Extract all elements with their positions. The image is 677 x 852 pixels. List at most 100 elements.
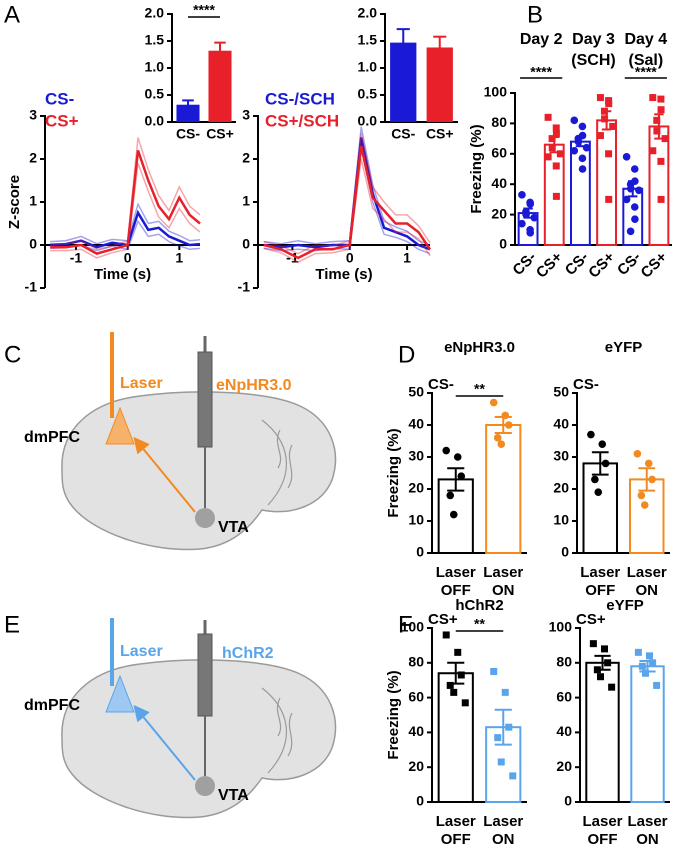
point — [497, 758, 505, 766]
x-tick-label: CS+ — [206, 126, 234, 142]
cerebellum — [261, 419, 293, 506]
laser-label: Laser — [120, 643, 163, 660]
point — [442, 631, 450, 639]
annotation: CS+ — [576, 611, 606, 628]
point — [548, 135, 556, 143]
y-tick-label: 40 — [408, 723, 424, 739]
point — [501, 411, 510, 420]
error-line — [263, 158, 431, 264]
point — [454, 648, 462, 656]
annotation: CS+ — [428, 611, 458, 628]
point — [490, 668, 498, 675]
point — [518, 191, 526, 199]
point — [494, 734, 502, 742]
y-axis-label: Freezing (%) — [385, 428, 402, 517]
point — [653, 681, 661, 689]
panel-label: B — [527, 1, 543, 28]
point — [657, 95, 665, 103]
y-tick-label: 3 — [29, 107, 37, 123]
group-label: Day 4 — [624, 31, 667, 48]
point — [548, 144, 556, 152]
point — [630, 203, 639, 211]
chart-title: eNpHR3.0 — [444, 339, 515, 356]
point — [631, 215, 639, 223]
y-tick-label: 30 — [553, 448, 569, 464]
point — [596, 132, 604, 140]
region-label: dmPFC — [24, 697, 80, 714]
point — [608, 683, 616, 691]
x-tick-label: CS- — [391, 126, 415, 142]
point — [598, 440, 607, 449]
point — [509, 772, 517, 780]
x-tick-label: CS+ — [533, 248, 566, 281]
y-axis-label: Freezing (%) — [385, 670, 402, 759]
y-tick-label: 20 — [556, 758, 572, 774]
point — [544, 113, 552, 121]
y-tick-label: 0 — [416, 544, 424, 560]
point — [453, 453, 462, 461]
line — [263, 137, 431, 251]
y-tick-label: 80 — [556, 654, 572, 670]
x-tick-label: CS- — [614, 249, 644, 279]
point — [638, 662, 646, 670]
significance: ** — [474, 381, 485, 397]
x-tick-label: -1 — [70, 250, 83, 266]
point — [596, 94, 604, 102]
x-tick-label: Laser — [483, 813, 523, 830]
point — [657, 195, 665, 203]
neuron — [105, 406, 135, 445]
y-tick-label: 100 — [484, 84, 508, 100]
panel-label: D — [398, 341, 415, 368]
point — [446, 491, 455, 500]
x-tick-label: ON — [636, 831, 659, 848]
y-tick-label: 0.5 — [358, 86, 378, 102]
x-axis-label: Time (s) — [94, 266, 151, 283]
y-tick-label: 0 — [242, 236, 250, 252]
point — [640, 501, 649, 509]
x-tick-label: 0 — [124, 250, 132, 266]
x-tick-label: CS+ — [426, 126, 454, 142]
line — [50, 149, 201, 255]
source-label: VTA — [218, 787, 249, 804]
construct-label: hChR2 — [222, 645, 274, 662]
laser-label: Laser — [120, 375, 163, 392]
x-tick-label: OFF — [441, 831, 471, 848]
panel-label: E — [4, 611, 20, 638]
legend-label: CS-/SCH — [265, 89, 335, 108]
point — [622, 195, 631, 204]
point — [601, 645, 608, 653]
x-tick-label: 1 — [175, 250, 183, 266]
y-tick-label: 20 — [408, 480, 424, 496]
y-tick-label: 100 — [401, 619, 425, 635]
point — [552, 124, 560, 132]
y-tick-label: 20 — [553, 480, 569, 496]
point — [626, 184, 635, 193]
legend-label: CS+/SCH — [265, 111, 339, 130]
bar — [208, 50, 232, 122]
x-tick-label: Laser — [627, 813, 667, 830]
error-line — [50, 137, 201, 251]
y-tick-label: 0 — [499, 236, 507, 252]
line — [50, 209, 201, 249]
point — [630, 165, 639, 173]
point — [635, 186, 643, 195]
source-label: VTA — [218, 519, 249, 536]
point — [605, 100, 613, 108]
x-tick-label: CS+ — [638, 248, 671, 281]
x-tick-label: Laser — [436, 564, 476, 581]
y-tick-label: 0 — [561, 544, 569, 560]
y-tick-label: 0.0 — [358, 113, 378, 129]
chart-title: eYFP — [605, 339, 643, 356]
significance: **** — [635, 64, 657, 80]
y-tick-label: 10 — [408, 512, 424, 528]
point — [605, 195, 613, 203]
point — [601, 115, 609, 123]
y-tick-label: 50 — [553, 384, 569, 400]
point — [530, 213, 539, 222]
y-tick-label: 40 — [553, 416, 569, 432]
region-label: dmPFC — [24, 429, 80, 446]
point — [544, 153, 552, 161]
point — [648, 475, 656, 484]
y-tick-label: 2.0 — [145, 5, 165, 21]
point — [450, 688, 458, 696]
